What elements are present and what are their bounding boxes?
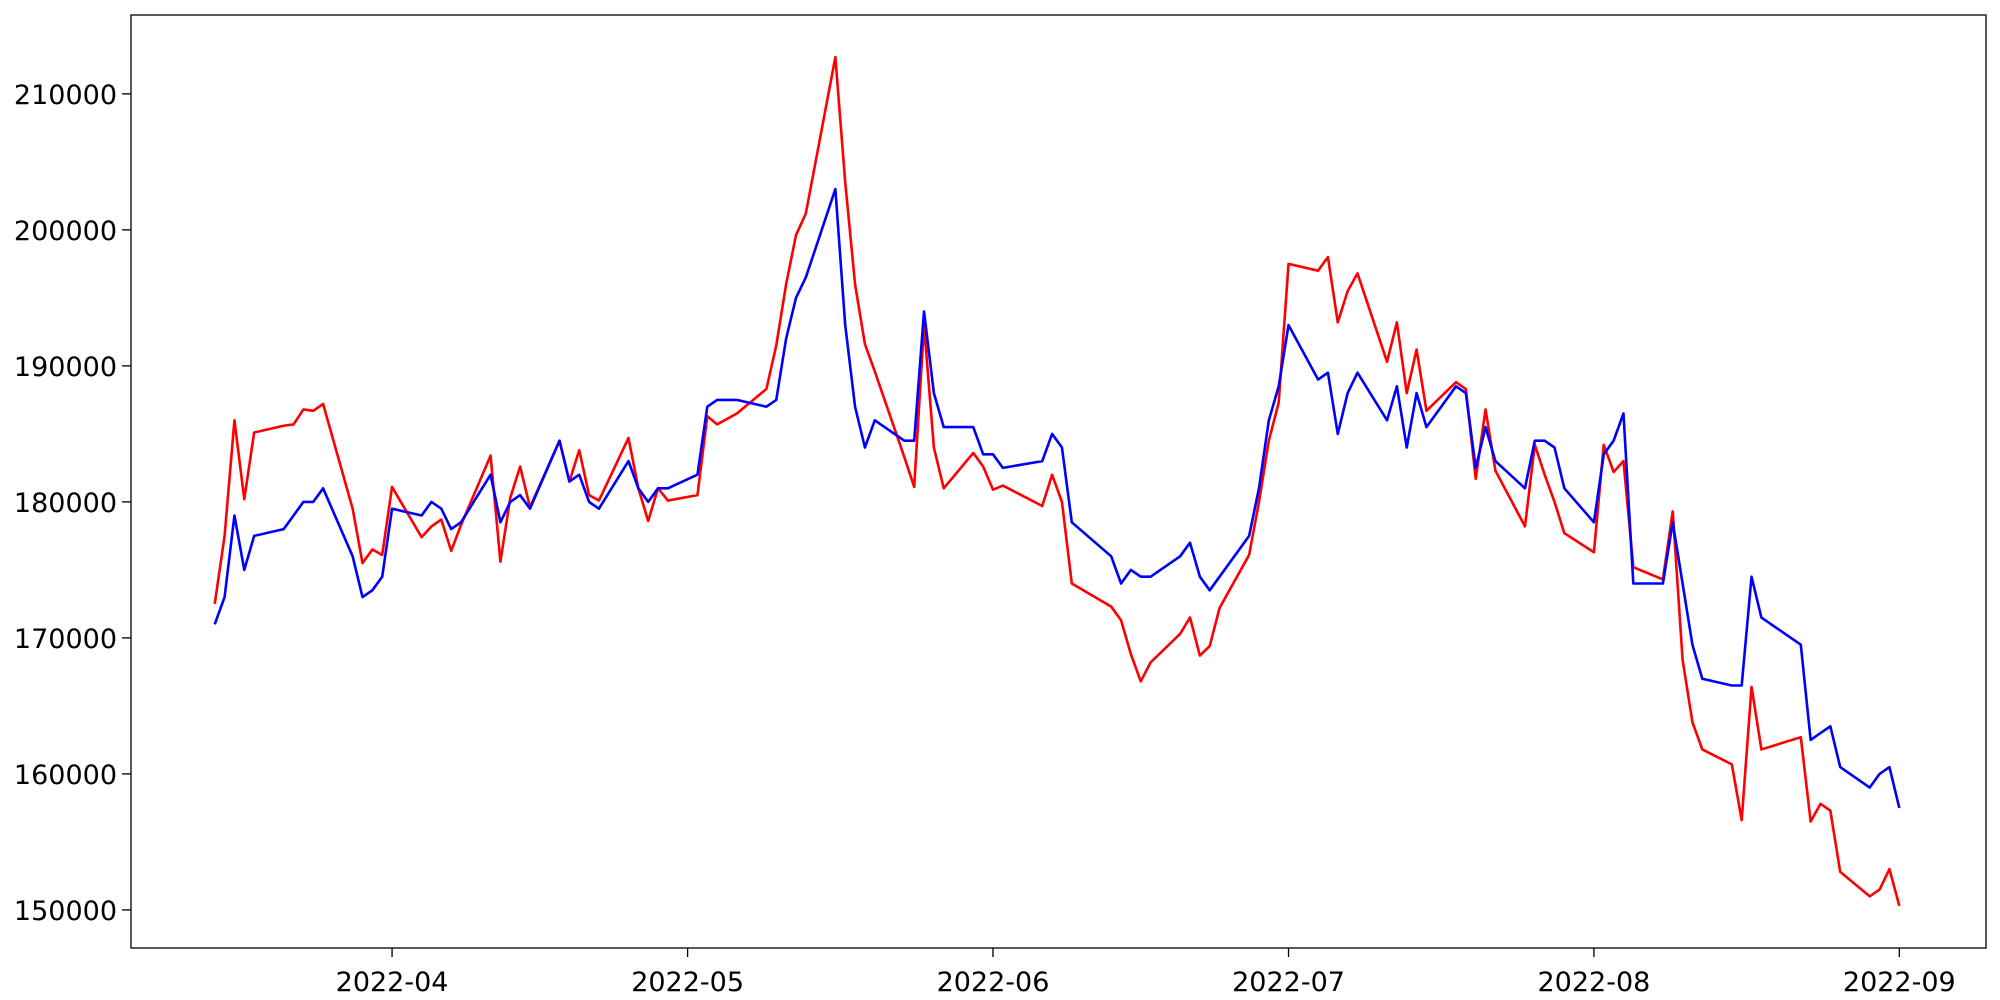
- y-tick-label: 180000: [14, 488, 117, 519]
- y-tick-label: 200000: [14, 216, 117, 247]
- y-tick-label: 160000: [14, 760, 117, 791]
- x-tick-label: 2022-05: [631, 967, 744, 998]
- y-tick-label: 190000: [14, 352, 117, 383]
- y-tick-label: 150000: [14, 896, 117, 927]
- x-tick-label: 2022-08: [1538, 967, 1651, 998]
- y-tick-label: 210000: [14, 80, 117, 111]
- series-line: [213, 187, 1901, 809]
- plot-frame: [130, 14, 1987, 949]
- x-tick-label: 2022-06: [937, 967, 1050, 998]
- x-tick-label: 2022-07: [1232, 967, 1345, 998]
- series-line: [213, 55, 1901, 907]
- x-tick-label: 2022-04: [336, 967, 449, 998]
- x-tick-label: 2022-09: [1843, 967, 1956, 998]
- y-tick-label: 170000: [14, 624, 117, 655]
